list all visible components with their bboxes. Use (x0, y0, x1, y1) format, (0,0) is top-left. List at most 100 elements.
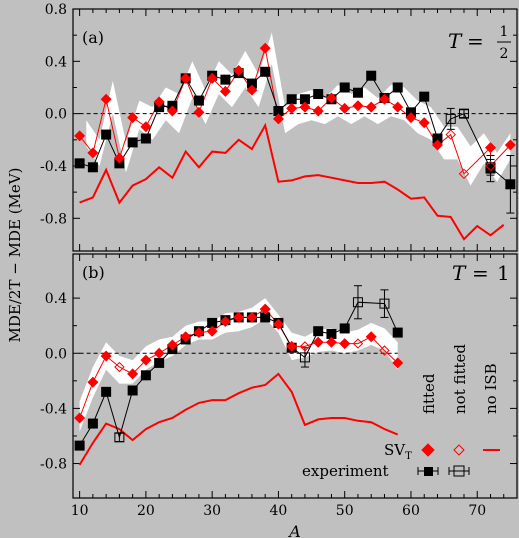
panel-b-plot-layer (73, 254, 517, 498)
panel-b-xtick-label: 30 (203, 503, 221, 519)
panel-b-svt-fitted-point (259, 303, 271, 315)
panel-b-ytick-label: -0.8 (40, 457, 67, 473)
panel-a-svt-fitted-point (166, 105, 178, 117)
panel-b-svt-fitted-point (219, 316, 231, 328)
panel-a-svt-fitted-point (405, 112, 417, 124)
panel-a-no-isb-line (79, 122, 505, 241)
panel-a-svt-fitted-point (392, 101, 404, 113)
panel-b-svt-not-fitted-point (352, 338, 364, 349)
panel-a-svt-fitted-point (365, 101, 377, 113)
panel-a-experiment-fitted-point (352, 87, 363, 98)
panel-a-svt-fitted-point (378, 93, 390, 105)
panel-b-xtick-label: 50 (336, 503, 354, 519)
panel-a-svt-fitted-point (100, 93, 112, 105)
panel-b-experiment-not-fitted-point (299, 352, 310, 363)
panel-b-svt-fitted-point (339, 338, 351, 350)
panel-b-title: T = 1 (452, 261, 510, 285)
panel-a-svt-fitted-point (127, 112, 139, 124)
panel-b-svt-fitted-point (166, 339, 178, 351)
panel-b-experiment-fitted-point (140, 370, 151, 381)
panel-a-experiment-fitted-point (313, 89, 324, 100)
panel-b-experiment-fitted-point (154, 357, 165, 368)
panel-a-svt-fitted-point (206, 72, 218, 84)
panel-a-label: (a) (82, 28, 104, 47)
panel-a-svt-not-fitted-point (445, 129, 456, 140)
panel-b-experiment-not-fitted-point (114, 432, 125, 443)
legend-svt-not-fitted-marker (453, 444, 465, 456)
panel-a-experiment-fitted-point (432, 133, 443, 144)
panel-a: (a) T = 1 2 -0.8 -0.4 0.0 0.4 0.8 (40, 2, 518, 252)
panel-b-ytick-label: 0.0 (45, 346, 67, 362)
panel-b-ytick-label: -0.4 (40, 401, 67, 417)
panel-a-experiment-fitted-point (220, 74, 231, 85)
panel-b-experiment-fitted-point (326, 328, 337, 339)
panel-a-experiment-not-fitted-point (445, 113, 456, 124)
panel-a-experiment-fitted-point (286, 94, 297, 105)
panel-b-svt-fitted-point (325, 336, 337, 348)
panel-a-title-eq: = (467, 29, 484, 53)
panel-a-svt-fitted-point (352, 100, 364, 112)
panel-b-frame (72, 253, 518, 499)
legend-exp-not-fitted-marker (448, 465, 470, 477)
panel-a-experiment-fitted-point (505, 179, 516, 190)
panel-a-ytick-label: 0.0 (45, 107, 67, 123)
panel-b-svt-fitted-point (246, 311, 258, 323)
panel-b-svt-fitted-point (365, 331, 377, 343)
panel-b-experiment-fitted-point (260, 312, 271, 323)
panel-a-svt-fitted-point (219, 85, 231, 97)
panel-b-svt-fitted-point (74, 412, 86, 424)
panel-b-svt-fitted-point (87, 376, 99, 388)
legend-exp-label: experiment (302, 462, 389, 480)
panel-a-experiment-not-fitted-point (485, 162, 496, 173)
panel-a-svt-fitted-point (484, 142, 496, 154)
panel-a-experiment-fitted-point (101, 129, 112, 140)
panel-b-svt-fitted-point (193, 327, 205, 339)
panel-a-experiment-fitted-point (366, 70, 377, 81)
panel-a-experiment-fitted-point (299, 94, 310, 105)
panel-a-svt-fitted-point (193, 106, 205, 118)
panel-b-experiment-fitted-point (339, 323, 350, 334)
panel-a-experiment-fitted-point (260, 66, 271, 77)
panel-a-svt-fitted-point (286, 102, 298, 114)
panel-a-svt-not-fitted-point (485, 160, 496, 172)
panel-a-plot-layer (73, 8, 517, 251)
panel-b-xtick-label: 10 (71, 503, 89, 519)
panel-a-svt-fitted-point (312, 105, 324, 117)
panel-a-title-num: 1 (500, 24, 509, 40)
panel-a-svt-fitted-point (180, 72, 192, 84)
panel-b-title-eq: = (472, 261, 489, 285)
panel-b-svt-fitted-point (127, 368, 139, 380)
panel-a-svt-fitted-point (87, 147, 99, 159)
panel-a-svt-fitted-point (325, 92, 337, 104)
panel-b-svt-not-fitted-point (379, 345, 390, 356)
legend-svt-fitted-marker (421, 443, 435, 457)
panel-a-experiment-fitted-point (485, 163, 496, 174)
panel-b-svt-not-fitted-point (114, 361, 125, 373)
panel-b-experiment-fitted-point (74, 440, 85, 451)
panel-a-experiment-fitted-point (127, 137, 138, 148)
panel-a-experiment-fitted-point (193, 95, 204, 106)
panel-a-ytick-label: -0.4 (40, 159, 67, 175)
panel-b-svt-fitted-point (233, 311, 245, 323)
panel-a-svt-fitted-point (431, 139, 443, 151)
panel-a-experiment-fitted-point (246, 78, 257, 89)
panel-b-svt-fitted-point (100, 350, 112, 362)
panel-b-title-var: T (452, 261, 467, 285)
panel-b-svt-fitted-point (392, 357, 404, 369)
panel-a-experiment-fitted-point (87, 162, 98, 173)
panel-a-svt-fitted-point (153, 96, 165, 108)
panel-b-no-isb-line (78, 372, 399, 466)
legend-svt-name: SV (384, 441, 406, 459)
panel-a-experiment-fitted-point (392, 82, 403, 93)
panel-b-experiment-fitted-point (127, 385, 138, 396)
panel-b-svt-fitted-point (180, 331, 192, 343)
panel-b-experiment-fitted-point (87, 418, 98, 429)
panel-b-svt-not-fitted-point (299, 341, 311, 352)
legend-header-fitted: fitted (420, 373, 438, 414)
legend-svt-label: SVT (384, 441, 412, 462)
panel-a-title: T = 1 2 (448, 24, 511, 62)
panel-a-experiment-fitted-point (339, 82, 350, 93)
panel-a-svt-fitted-point (339, 102, 351, 114)
legend-header-not-fitted: not fitted (451, 344, 469, 414)
panel-a-svt-fitted-point (113, 152, 125, 164)
